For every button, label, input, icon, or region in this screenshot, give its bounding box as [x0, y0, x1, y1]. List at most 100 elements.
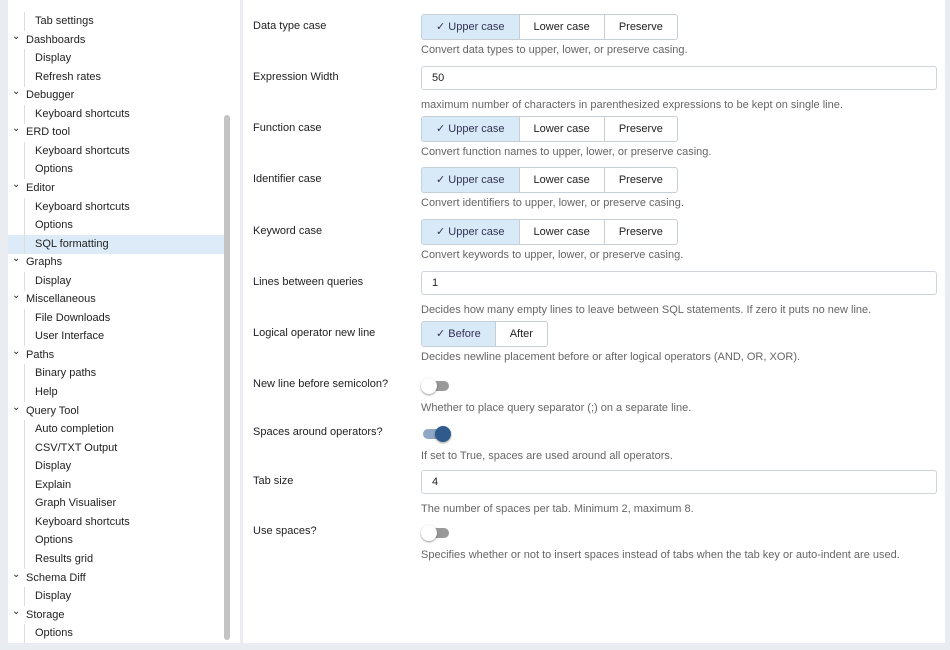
tree-group[interactable]: ⌄ Graphs	[8, 253, 230, 272]
tree-item[interactable]: File Downloads	[8, 308, 230, 328]
preferences-tree: Tab settings ⌄ Dashboards Display Refresh ra…	[8, 0, 240, 643]
check-icon: ✓	[436, 328, 449, 340]
option-button[interactable]: Preserve	[603, 15, 677, 39]
tree-item-label: Options	[35, 163, 73, 176]
tree-scrollbar[interactable]	[224, 115, 230, 640]
tree-item[interactable]: Options	[8, 216, 230, 236]
number-input[interactable]: 4	[421, 470, 937, 494]
tree-item[interactable]: Options	[8, 624, 230, 643]
chevron-down-icon[interactable]: ⌄	[12, 178, 21, 190]
tree-item-label: Display	[35, 274, 72, 287]
tree-item[interactable]: Display	[8, 457, 230, 477]
check-icon: ✓	[436, 123, 449, 135]
tree-item-label: Options	[35, 219, 73, 232]
tree-item[interactable]: Explain	[8, 475, 230, 495]
setting-label: Use spaces?	[253, 525, 317, 537]
option-button[interactable]: After	[494, 322, 547, 346]
tree-group[interactable]: ⌄ Storage	[8, 606, 230, 625]
option-button[interactable]: Lower case	[518, 117, 604, 141]
number-input[interactable]: 1	[421, 271, 937, 295]
tree-item[interactable]: Options	[8, 160, 230, 180]
tree-item[interactable]: CSV/TXT Output	[8, 438, 230, 458]
tree-item[interactable]: Options	[8, 531, 230, 551]
tree-item[interactable]: Display	[8, 271, 230, 291]
tree-group[interactable]: ⌄ Paths	[8, 346, 230, 365]
toggle-switch[interactable]	[421, 426, 451, 442]
option-label: After	[509, 328, 533, 340]
setting-label: Logical operator new line	[253, 327, 376, 339]
tree-item[interactable]: Refresh rates	[8, 67, 230, 87]
tree-item-label: Display	[35, 460, 72, 473]
option-label: Preserve	[618, 174, 663, 186]
tree-group[interactable]: ⌄ Miscellaneous	[8, 290, 230, 309]
option-button[interactable]: Preserve	[603, 220, 677, 244]
case-button-group: ✓ Upper case Lower case Preserve	[421, 167, 678, 193]
option-button[interactable]: ✓ Upper case	[422, 117, 519, 141]
toggle-switch[interactable]	[421, 525, 451, 541]
chevron-down-icon[interactable]: ⌄	[12, 86, 21, 98]
setting-row: Spaces around operators? If set to True, …	[243, 420, 945, 462]
tree-item[interactable]: Auto completion	[8, 420, 230, 440]
chevron-down-icon[interactable]: ⌄	[12, 605, 21, 617]
tree-item[interactable]: Binary paths	[8, 364, 230, 384]
chevron-down-icon[interactable]: ⌄	[12, 123, 21, 135]
option-button[interactable]: ✓ Upper case	[422, 15, 519, 39]
help-text: If set to True, spaces are used around a…	[421, 450, 673, 462]
option-button[interactable]: Preserve	[603, 117, 677, 141]
tree-item-label: Keyboard shortcuts	[35, 144, 130, 157]
option-button[interactable]: ✓ Upper case	[422, 168, 519, 192]
chevron-down-icon[interactable]: ⌄	[12, 401, 21, 413]
check-icon: ✓	[436, 226, 449, 238]
option-button[interactable]: Lower case	[518, 168, 604, 192]
toggle-switch[interactable]	[421, 378, 451, 394]
option-label: Upper case	[448, 226, 505, 238]
option-button[interactable]: ✓ Before	[422, 322, 495, 346]
option-label: Upper case	[448, 123, 505, 135]
tree-item[interactable]: Help	[8, 383, 230, 402]
tree-group[interactable]: ⌄ ERD tool	[8, 123, 230, 142]
tree-item-label: Results grid	[35, 552, 94, 565]
tree-item-label: File Downloads	[35, 311, 111, 324]
option-button[interactable]: Lower case	[518, 220, 604, 244]
tree-group[interactable]: ⌄ Query Tool	[8, 402, 230, 421]
tree-item-label: Refresh rates	[35, 70, 102, 83]
chevron-down-icon[interactable]: ⌄	[12, 345, 21, 357]
tree-item[interactable]: Graph Visualiser	[8, 494, 230, 514]
tree-item[interactable]: Tab settings	[8, 12, 230, 31]
chevron-down-icon[interactable]: ⌄	[12, 290, 21, 302]
tree-item[interactable]: Keyboard shortcuts	[8, 197, 230, 217]
tree-group[interactable]: ⌄ Dashboards	[8, 31, 230, 50]
tree-group[interactable]: ⌄ Schema Diff	[8, 569, 230, 588]
tree-item-label: Keyboard shortcuts	[35, 200, 130, 213]
tree-item-label: Schema Diff	[26, 571, 86, 584]
chevron-down-icon[interactable]: ⌄	[12, 568, 21, 580]
tree-item-label: SQL formatting	[35, 237, 109, 250]
help-text: Specifies whether or not to insert space…	[421, 549, 900, 561]
option-button[interactable]: Preserve	[603, 168, 677, 192]
tree-item[interactable]: Display	[8, 49, 230, 69]
option-button[interactable]: Lower case	[518, 15, 604, 39]
option-button[interactable]: ✓ Upper case	[422, 220, 519, 244]
tree-item[interactable]: Keyboard shortcuts	[8, 141, 230, 161]
tree-item-label: Tab settings	[35, 15, 94, 27]
tree-group[interactable]: ⌄ Debugger	[8, 86, 230, 105]
number-input[interactable]: 50	[421, 66, 937, 90]
tree-item-label: Query Tool	[26, 404, 79, 417]
setting-label: Data type case	[253, 20, 327, 32]
option-label: Lower case	[533, 174, 590, 186]
tree-item[interactable]: Keyboard shortcuts	[8, 104, 230, 124]
chevron-down-icon[interactable]: ⌄	[12, 253, 21, 265]
chevron-down-icon[interactable]: ⌄	[12, 30, 21, 42]
tree-item[interactable]: Keyboard shortcuts	[8, 512, 230, 532]
tree-item-label: Auto completion	[35, 423, 114, 436]
tree-item-label: Help	[35, 386, 58, 398]
case-button-group: ✓ Upper case Lower case Preserve	[421, 14, 678, 40]
tree-item[interactable]: User Interface	[8, 327, 230, 347]
tree-item[interactable]: Results grid	[8, 549, 230, 569]
tree-item[interactable]: SQL formatting	[8, 234, 230, 254]
tree-group[interactable]: ⌄ Editor	[8, 179, 230, 198]
tree-item-label: ERD tool	[26, 126, 71, 139]
setting-label: Lines between queries	[253, 276, 364, 288]
option-label: Upper case	[448, 21, 505, 33]
tree-item[interactable]: Display	[8, 587, 230, 607]
